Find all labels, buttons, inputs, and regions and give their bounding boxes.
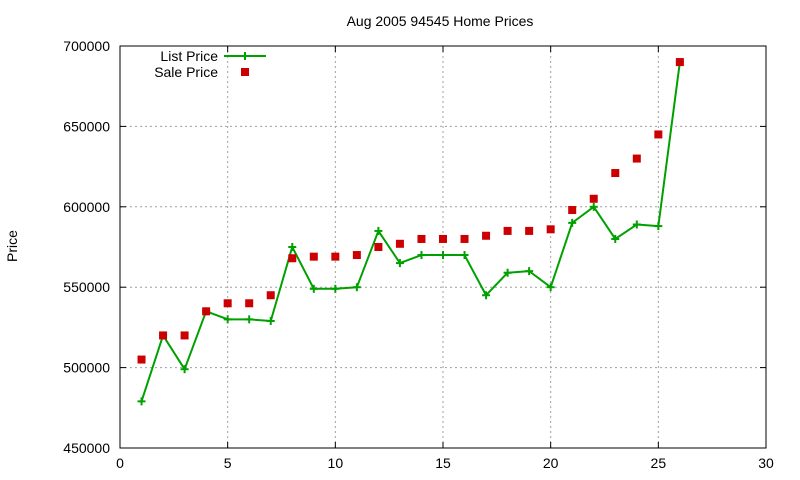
data-point-plus	[395, 259, 404, 268]
data-point-plus	[137, 397, 146, 406]
y-tick-label: 700000	[63, 38, 110, 54]
y-axis: 450000 500000 550000 600000 650000 700000	[63, 38, 766, 456]
data-point-plus	[352, 283, 361, 292]
data-point-plus	[180, 365, 189, 374]
series-sale-price	[137, 58, 684, 364]
data-point-square	[241, 68, 249, 76]
series-line	[140, 61, 681, 402]
y-axis-label: Price	[4, 230, 20, 262]
data-point-plus	[611, 234, 620, 243]
data-point-square	[309, 252, 318, 261]
data-point-plus	[503, 268, 512, 277]
data-point-plus	[223, 315, 232, 324]
data-point-square	[482, 231, 491, 240]
data-point-plus	[374, 226, 383, 235]
data-point-square	[395, 239, 404, 248]
data-point-square	[202, 307, 211, 316]
data-point-square	[568, 206, 577, 215]
data-point-square	[159, 331, 168, 340]
data-point-square	[460, 234, 469, 243]
data-point-square	[417, 234, 426, 243]
y-tick-label: 600000	[63, 199, 110, 215]
data-point-plus	[632, 220, 641, 229]
x-axis: 0 5 10 15 20 25 30	[116, 46, 774, 471]
data-point-square	[654, 130, 663, 139]
data-point-plus	[568, 218, 577, 227]
x-tick-label: 0	[116, 455, 124, 471]
x-tick-label: 10	[328, 455, 344, 471]
data-point-square	[589, 194, 598, 203]
x-tick-label: 20	[543, 455, 559, 471]
data-point-square	[137, 355, 146, 364]
data-point-plus	[546, 283, 555, 292]
data-point-square	[675, 58, 684, 67]
data-point-plus	[482, 291, 491, 300]
y-tick-label: 650000	[63, 118, 110, 134]
y-tick-label: 500000	[63, 360, 110, 376]
data-point-square	[546, 225, 555, 234]
data-point-square	[288, 254, 297, 263]
data-point-square	[266, 291, 275, 300]
data-point-plus	[241, 52, 249, 60]
data-point-square	[352, 251, 361, 260]
data-point-square	[331, 252, 340, 261]
data-point-square	[245, 299, 254, 308]
x-tick-label: 25	[651, 455, 667, 471]
data-point-plus	[245, 315, 254, 324]
data-point-square	[525, 226, 534, 235]
data-point-plus	[266, 316, 275, 325]
legend-label: Sale Price	[154, 64, 218, 80]
chart-title: Aug 2005 94545 Home Prices	[347, 13, 534, 29]
data-point-square	[503, 226, 512, 235]
x-tick-label: 15	[435, 455, 451, 471]
x-tick-label: 5	[224, 455, 232, 471]
data-point-plus	[439, 251, 447, 260]
series-list-price	[137, 58, 684, 406]
data-point-plus	[309, 284, 318, 293]
y-tick-label: 450000	[63, 440, 110, 456]
data-point-plus	[331, 284, 340, 293]
data-point-square	[439, 234, 447, 243]
data-point-square	[611, 169, 620, 178]
data-point-plus	[654, 222, 663, 231]
data-point-square	[374, 243, 383, 251]
data-point-square	[223, 299, 232, 308]
data-point-plus	[589, 202, 598, 211]
y-tick-label: 550000	[63, 279, 110, 295]
data-point-plus	[417, 251, 426, 260]
series-layer	[137, 58, 684, 406]
grid-lines	[120, 46, 766, 448]
data-point-plus	[525, 267, 534, 276]
legend-label: List Price	[160, 48, 218, 64]
data-point-square	[180, 331, 189, 340]
data-point-plus	[460, 251, 469, 260]
data-point-square	[632, 154, 641, 163]
data-point-plus	[288, 243, 297, 251]
x-tick-label: 30	[758, 455, 774, 471]
